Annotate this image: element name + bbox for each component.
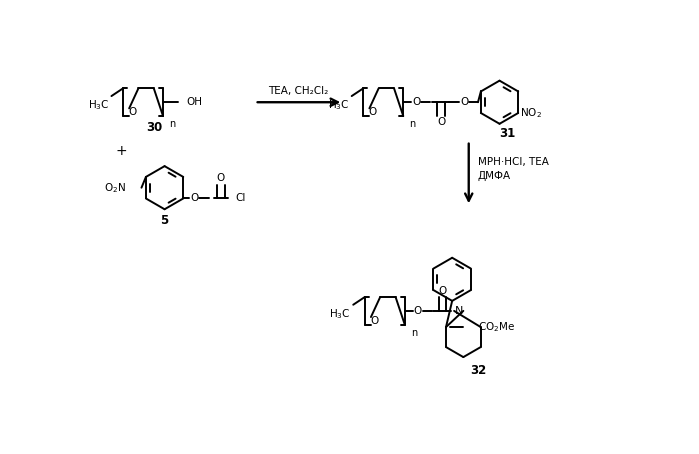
Text: O$_2$N: O$_2$N — [104, 181, 126, 195]
Text: O: O — [191, 193, 199, 203]
Text: OH: OH — [186, 97, 202, 107]
Text: O: O — [437, 117, 445, 127]
Text: O: O — [414, 306, 422, 316]
Text: Cl: Cl — [236, 193, 246, 203]
Text: CO$_2$Me: CO$_2$Me — [478, 320, 516, 334]
Text: +: + — [115, 144, 127, 158]
Text: O: O — [368, 107, 377, 117]
Text: n: n — [410, 119, 416, 129]
Text: O: O — [217, 173, 225, 183]
Text: H$_3$C: H$_3$C — [87, 99, 109, 112]
Text: 5: 5 — [161, 214, 168, 227]
Text: N: N — [454, 306, 463, 316]
Text: O: O — [370, 316, 378, 326]
Text: O: O — [460, 97, 468, 107]
Text: H$_3$C: H$_3$C — [329, 307, 351, 321]
Text: 30: 30 — [147, 121, 163, 134]
Text: O: O — [128, 107, 136, 117]
Text: NO$_2$: NO$_2$ — [520, 106, 542, 120]
Text: H$_3$C: H$_3$C — [328, 99, 350, 112]
Text: 31: 31 — [499, 127, 515, 139]
Text: 32: 32 — [470, 365, 487, 377]
Text: ДМФА: ДМФА — [478, 171, 511, 181]
Text: n: n — [169, 119, 175, 129]
Text: MPH·HCl, TEA: MPH·HCl, TEA — [478, 157, 549, 167]
Text: TEA, CH₂Cl₂: TEA, CH₂Cl₂ — [268, 86, 329, 96]
Text: O: O — [438, 286, 447, 296]
Text: O: O — [412, 97, 421, 107]
Text: n: n — [411, 328, 417, 338]
